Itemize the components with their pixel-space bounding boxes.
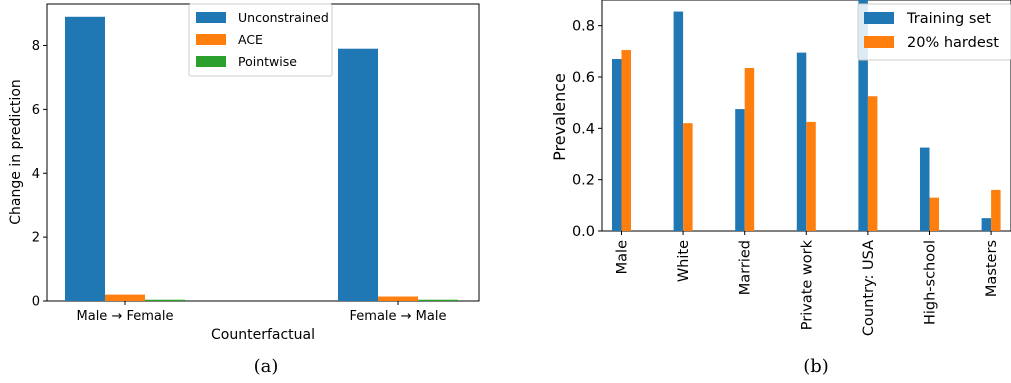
panel-b-x-ticks: Male White Married Private work Country: USA…: [615, 231, 1000, 336]
panel-a-y-axis-label: Change in prediction: [8, 79, 24, 225]
panel-b-y-tick-label: 0.2: [572, 173, 595, 189]
panel-b-bar: [806, 121, 816, 231]
panel-b-y-tick-label: 0.6: [572, 70, 595, 86]
panel-b-chart: 0.0 0.2 0.4 0.6 0.8 Male White Married Private …: [550, 0, 1011, 377]
panel-b-bar: [858, 0, 868, 231]
panel-a-legend-swatch: [196, 34, 226, 45]
panel-b-y-tick-label: 0.4: [572, 121, 595, 137]
panel-a-bar: [338, 48, 378, 301]
panel-a-x-axis-label: Counterfactual: [211, 327, 315, 343]
panel-a-y-tick-label: 4: [32, 167, 40, 182]
panel-b-x-tick-label: Male: [615, 240, 631, 274]
panel-a-legend-swatch: [196, 12, 226, 23]
panel-a-y-tick-label: 6: [32, 103, 40, 118]
panel-b-y-ticks: 0.0 0.2 0.4 0.6 0.8: [572, 19, 602, 240]
panel-a-legend-swatch: [196, 56, 226, 67]
panel-b-legend-swatch: [864, 36, 894, 48]
panel-b-bars: [612, 0, 1001, 232]
panel-b-legend-label: Training set: [906, 11, 991, 27]
panel-b-bar: [735, 109, 745, 231]
panel-b-x-tick-label: White: [676, 240, 692, 282]
panel-a-bar: [145, 299, 185, 301]
panel-a-caption: (a): [254, 356, 279, 377]
panel-b-y-axis-label: Prevalence: [550, 73, 569, 161]
panel-b-bar: [929, 197, 939, 231]
panel-b-bar: [867, 96, 878, 231]
panel-a-bar: [65, 16, 105, 301]
panel-a-legend: Unconstrained ACE Pointwise: [188, 3, 333, 77]
panel-b-caption: (b): [803, 356, 829, 377]
panel-a-bars: [65, 16, 458, 301]
panel-a-y-tick-label: 8: [32, 39, 40, 54]
panel-b-bar: [683, 123, 693, 231]
panel-b-bar: [981, 218, 992, 231]
panel-b-bar: [744, 68, 755, 232]
panel-b-x-tick-label: Country: USA: [861, 240, 877, 336]
panel-a-y-ticks: 0 2 4 6 8: [32, 39, 47, 310]
panel-b-bar: [673, 11, 684, 231]
panel-b-legend-label: 20% hardest: [907, 35, 999, 51]
panel-a-x-tick-label: Male → Female: [77, 309, 174, 324]
panel-b-x-tick-label: Private work: [799, 239, 815, 330]
panel-a-bar: [378, 296, 418, 301]
panel-a-x-tick-label: Female → Male: [350, 309, 447, 324]
panel-b-bar: [621, 50, 631, 231]
panel-b-bar: [612, 59, 622, 232]
panel-b-y-tick-label: 0.8: [572, 19, 595, 35]
panel-a-chart: 0 2 4 6 8 Male → Female Female → Male Counter…: [8, 3, 480, 377]
panel-b-legend-frame: [857, 3, 1011, 61]
panel-a-bar: [418, 299, 458, 301]
panel-b-legend: Training set 20% hardest: [857, 3, 1011, 61]
panel-b-bar: [920, 147, 930, 231]
panel-b-bar: [991, 189, 1001, 231]
panel-a-y-tick-label: 0: [32, 295, 40, 310]
panel-a-x-ticks: Male → Female Female → Male: [77, 301, 447, 324]
panel-b-x-tick-label: Married: [738, 240, 754, 295]
panel-b-y-tick-label: 0.0: [572, 224, 595, 240]
panel-b-x-tick-label: High-school: [923, 240, 939, 325]
panel-a-legend-label: Pointwise: [238, 54, 297, 69]
panel-a-legend-label: ACE: [238, 32, 263, 47]
panel-a-bar: [105, 294, 145, 301]
panel-b-legend-swatch: [864, 12, 894, 24]
panel-a-y-tick-label: 2: [32, 231, 40, 246]
panel-b-bar: [796, 52, 807, 231]
panel-b-x-tick-label: Masters: [984, 240, 1000, 297]
panel-a-legend-label: Unconstrained: [238, 10, 329, 25]
